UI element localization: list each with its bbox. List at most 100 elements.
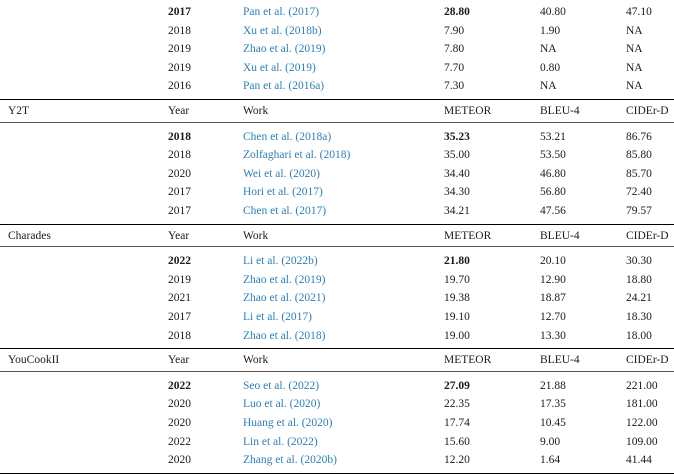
citation-close: ) bbox=[321, 329, 326, 342]
cell-cider: 18.80 bbox=[626, 273, 652, 286]
cell-year: 2017 bbox=[168, 205, 191, 217]
cell-meteor: 28.80 bbox=[444, 6, 470, 18]
table-rule bbox=[0, 246, 674, 248]
cell-bleu: 10.45 bbox=[540, 417, 566, 429]
citation-link[interactable]: Luo et al. ( bbox=[243, 398, 294, 411]
cell-work: Chen et al. (2018a) bbox=[243, 128, 331, 146]
citation-link[interactable]: Pan et al. ( bbox=[243, 6, 293, 18]
citation-close: ) bbox=[320, 80, 325, 93]
header-year: Year bbox=[168, 105, 190, 117]
cell-meteor: 34.30 bbox=[444, 186, 470, 199]
citation-year-link[interactable]: 2020 bbox=[293, 167, 317, 180]
header-bleu: BLEU-4 bbox=[540, 229, 580, 242]
section-header-row: YouCookII Year Work METEOR BLEU-4 CIDEr-D bbox=[0, 351, 674, 369]
citation-year-link[interactable]: 2022 bbox=[292, 379, 316, 392]
citation-year-link[interactable]: 2022b bbox=[285, 255, 314, 268]
citation-link[interactable]: Zhao et al. ( bbox=[243, 273, 299, 286]
citation-year-link[interactable]: 2020 bbox=[305, 417, 329, 429]
header-work: Work bbox=[243, 105, 269, 117]
citation-year-link[interactable]: 2020b bbox=[304, 454, 334, 467]
cell-year: 2017 bbox=[168, 311, 191, 323]
section-header-row: Charades Year Work METEOR BLEU-4 CIDEr-D bbox=[0, 227, 674, 245]
cell-year: 2020 bbox=[168, 167, 191, 180]
citation-link[interactable]: Zhang et al. ( bbox=[243, 454, 305, 467]
cell-bleu: 1.90 bbox=[540, 24, 561, 37]
citation-year-link[interactable]: 2018b bbox=[288, 24, 318, 37]
citation-link[interactable]: Lin et al. ( bbox=[243, 435, 291, 448]
citation-link[interactable]: Zhao et al. ( bbox=[243, 292, 299, 305]
citation-year-link[interactable]: 2019 bbox=[298, 43, 322, 56]
cell-meteor: 12.20 bbox=[444, 454, 470, 467]
table-row: 2018 Zolfaghari et al. (2018) 35.00 53.50 85… bbox=[0, 146, 674, 164]
header-work: Work bbox=[243, 354, 269, 367]
table-row: 2022 Lin et al. (2022) 15.60 9.00 109.00 bbox=[0, 433, 674, 451]
citation-link[interactable]: Chen et al. ( bbox=[243, 205, 300, 217]
citation-year-link[interactable]: 2017 bbox=[296, 186, 320, 199]
table-row: 2017 Li et al. (2017) 19.10 12.70 18.30 bbox=[0, 308, 674, 326]
cell-cider: 72.40 bbox=[626, 186, 652, 199]
citation-year-link[interactable]: 2016a bbox=[292, 80, 321, 93]
cell-bleu: 53.21 bbox=[540, 130, 566, 143]
citation-year-link[interactable]: 2018a bbox=[299, 130, 328, 143]
citation-link[interactable]: Xu et al. ( bbox=[243, 24, 289, 37]
cell-work: Chen et al. (2017) bbox=[243, 202, 326, 220]
dataset-name: Charades bbox=[8, 229, 51, 242]
cell-bleu: 18.87 bbox=[540, 292, 566, 305]
citation-link[interactable]: Hori et al. ( bbox=[243, 186, 297, 199]
cell-meteor: 19.38 bbox=[444, 292, 470, 305]
table-row: 2017 Hori et al. (2017) 34.30 56.80 72.40 bbox=[0, 183, 674, 201]
citation-close: ) bbox=[311, 61, 316, 74]
citation-link[interactable]: Pan et al. ( bbox=[243, 80, 293, 93]
citation-link[interactable]: Huang et al. ( bbox=[243, 417, 306, 429]
table-row: 2019 Zhao et al. (2019) 19.70 12.90 18.80 bbox=[0, 271, 674, 289]
citation-year-link[interactable]: 2018 bbox=[298, 329, 322, 342]
cell-work: Huang et al. (2020) bbox=[243, 414, 332, 432]
cell-cider: NA bbox=[626, 61, 643, 74]
table-row: 2019 Zhao et al. (2019) 7.80 NA NA bbox=[0, 40, 674, 58]
citation-link[interactable]: Li et al. ( bbox=[243, 255, 286, 268]
cell-cider: 24.21 bbox=[626, 292, 652, 305]
cell-work: Zhao et al. (2019) bbox=[243, 271, 325, 289]
header-meteor: METEOR bbox=[444, 354, 492, 367]
cell-year: 2022 bbox=[168, 435, 191, 448]
citation-link[interactable]: Zhao et al. ( bbox=[243, 43, 299, 56]
citation-year-link[interactable]: 2021 bbox=[298, 292, 322, 305]
citation-link[interactable]: Chen et al. ( bbox=[243, 130, 300, 143]
table-row: 2020 Zhang et al. (2020b) 12.20 1.64 41.44 bbox=[0, 451, 674, 469]
header-cider: CIDEr-D bbox=[626, 354, 669, 367]
cell-work: Wei et al. (2020) bbox=[243, 165, 320, 183]
cell-meteor: 34.21 bbox=[444, 205, 470, 217]
cell-bleu: 13.30 bbox=[540, 329, 566, 342]
citation-year-link[interactable]: 2017 bbox=[285, 311, 309, 323]
table-row: 2017 Chen et al. (2017) 34.21 47.56 79.57 bbox=[0, 202, 674, 220]
citation-link[interactable]: Wei et al. ( bbox=[243, 167, 294, 180]
cell-bleu: 1.64 bbox=[540, 454, 561, 467]
citation-year-link[interactable]: 2019 bbox=[288, 61, 312, 74]
citation-year-link[interactable]: 2019 bbox=[298, 273, 322, 286]
citation-link[interactable]: Xu et al. ( bbox=[243, 61, 289, 74]
citation-link[interactable]: Zolfaghari et al. ( bbox=[243, 149, 324, 162]
cell-work: Seo et al. (2022) bbox=[243, 377, 319, 395]
cell-year: 2021 bbox=[168, 292, 191, 305]
table-rule bbox=[0, 121, 674, 123]
citation-year-link[interactable]: 2017 bbox=[292, 6, 316, 18]
header-meteor: METEOR bbox=[444, 105, 492, 117]
header-bleu: BLEU-4 bbox=[540, 105, 580, 117]
cell-year: 2020 bbox=[168, 454, 191, 467]
table-rule bbox=[0, 370, 674, 372]
citation-year-link[interactable]: 2018 bbox=[323, 149, 347, 162]
citation-close: ) bbox=[322, 205, 327, 217]
citation-year-link[interactable]: 2022 bbox=[290, 435, 314, 448]
citation-link[interactable]: Zhao et al. ( bbox=[243, 329, 299, 342]
citation-year-link[interactable]: 2017 bbox=[299, 205, 323, 217]
cell-year: 2017 bbox=[168, 186, 191, 199]
cell-cider: 41.44 bbox=[626, 454, 652, 467]
header-year: Year bbox=[168, 229, 190, 242]
citation-year-link[interactable]: 2020 bbox=[293, 398, 317, 411]
citation-close: ) bbox=[321, 43, 326, 56]
cell-meteor: 35.23 bbox=[444, 130, 470, 143]
cell-year: 2018 bbox=[168, 329, 191, 342]
header-meteor: METEOR bbox=[444, 229, 492, 242]
citation-link[interactable]: Seo et al. ( bbox=[243, 379, 293, 392]
citation-link[interactable]: Li et al. ( bbox=[243, 311, 286, 323]
